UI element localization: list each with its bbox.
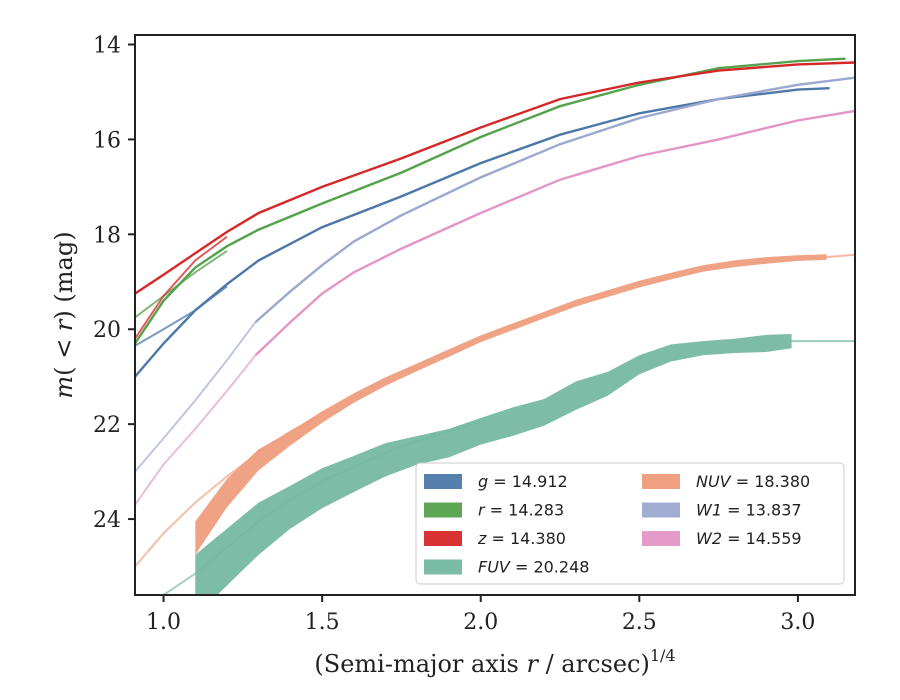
legend-item-w2: W2 = 14.559 — [642, 529, 802, 548]
legend-label-nuv: NUV = 18.380 — [696, 472, 810, 491]
y-axis-label-unit: (mag) — [50, 231, 78, 310]
y-axis-label: m( < r) (mag) — [50, 231, 78, 398]
legend: g = 14.912 NUV = 18.380 r = 14.283 W1 = 13.… — [415, 462, 845, 585]
series-layer — [135, 57, 855, 595]
legend-item-z: z = 14.380 — [424, 529, 566, 548]
legend-item-nuv: NUV = 18.380 — [642, 472, 810, 491]
legend-swatch-w2 — [642, 531, 680, 546]
x-axis-label: (Semi-major axis r / arcsec)1/4 — [314, 646, 675, 678]
x-axis-label-exponent: 1/4 — [650, 646, 676, 665]
legend-item-w1: W1 = 13.837 — [642, 501, 802, 520]
y-tick-label: 24 — [93, 508, 121, 533]
legend-label-g: g = 14.912 — [478, 472, 568, 491]
legend-item-fuv: FUV = 20.248 — [424, 558, 589, 577]
legend-item-g: g = 14.912 — [424, 472, 568, 491]
y-tick-label: 20 — [93, 318, 121, 343]
legend-swatch-r — [424, 502, 462, 518]
legend-label-fuv: FUV = 20.248 — [478, 558, 589, 577]
y-tick-label: 16 — [93, 128, 121, 153]
x-tick-label: 1.0 — [146, 610, 181, 635]
y-tick-label: 22 — [93, 413, 121, 438]
x-tick-label: 2.0 — [463, 610, 498, 635]
y-axis-label-r: r — [50, 318, 78, 331]
series-z-line — [135, 61, 855, 295]
legend-swatch-w1 — [642, 502, 680, 518]
y-axis-label-open: ( — [50, 366, 78, 375]
series-nuv-tail — [826, 253, 855, 259]
legend-box — [415, 462, 845, 585]
y-axis-label-lt: < — [50, 331, 78, 366]
x-axis: 1.0 1.5 2.0 2.5 3.0 — [146, 595, 815, 635]
x-tick-label: 3.0 — [780, 610, 815, 635]
legend-swatch-nuv — [642, 474, 680, 489]
series-w2-extrapolation — [135, 354, 257, 506]
series-w1-line — [254, 76, 855, 323]
y-tick-label: 14 — [93, 33, 121, 58]
legend-label-r: r = 14.283 — [478, 501, 564, 520]
x-axis-label-end: / arcsec) — [538, 650, 650, 678]
y-axis-label-m: m — [50, 376, 78, 399]
x-tick-label: 2.5 — [622, 610, 657, 635]
legend-label-z: z = 14.380 — [477, 529, 566, 548]
series-w1-extrapolation — [135, 321, 257, 473]
plot-area — [135, 57, 855, 595]
series-z-secondary-line — [135, 235, 228, 340]
legend-swatch-g — [424, 474, 462, 489]
y-tick-label: 18 — [93, 223, 121, 248]
plot-frame — [134, 34, 856, 596]
legend-label-w2: W2 = 14.559 — [696, 529, 802, 548]
x-axis-label-var: r — [526, 650, 539, 678]
y-axis-label-close: ) — [50, 310, 78, 319]
legend-label-w1: W1 = 13.837 — [696, 501, 802, 520]
y-axis: 14 16 18 20 22 24 — [93, 33, 135, 533]
x-tick-label: 1.5 — [305, 610, 340, 635]
x-axis-label-main: (Semi-major axis — [314, 650, 526, 678]
legend-swatch-fuv — [424, 559, 462, 575]
series-w2-line — [254, 109, 855, 357]
legend-swatch-z — [424, 531, 462, 546]
legend-item-r: r = 14.283 — [424, 501, 564, 520]
series-r-line — [135, 57, 846, 345]
